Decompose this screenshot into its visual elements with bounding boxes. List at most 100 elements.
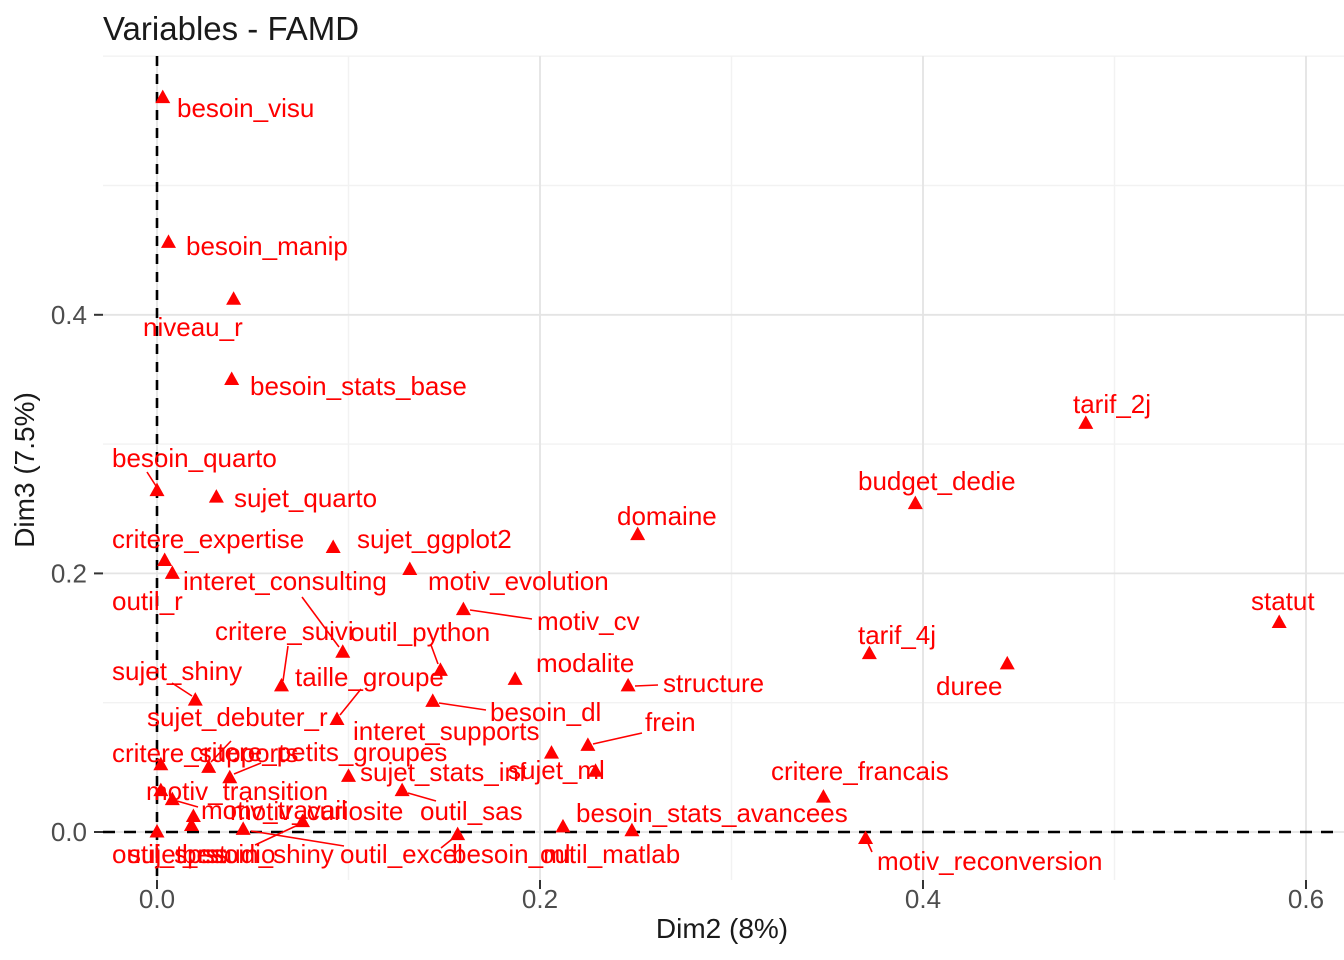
zero-dashed-lines <box>103 56 1340 880</box>
var-label-motiv_transition: motiv_transition <box>146 776 328 806</box>
var-point-modalite <box>507 671 523 685</box>
label-connector-segments <box>146 471 873 853</box>
y-tick-label: 0.4 <box>51 300 87 330</box>
var-label-domaine: domaine <box>617 501 717 531</box>
plot-title: Variables - FAMD <box>103 10 359 47</box>
label-segment <box>301 596 340 648</box>
gridlines-minor <box>103 55 1344 880</box>
var-point-outil_matlab <box>624 822 640 837</box>
x-axis-title: Dim2 (8%) <box>656 913 788 944</box>
label-segment <box>407 792 437 802</box>
label-segment <box>430 644 439 665</box>
x-tick-label: 0.6 <box>1288 884 1324 914</box>
var-label-frein: frein <box>645 707 696 737</box>
var-label-structure: structure <box>663 668 764 698</box>
var-point-outil_spss <box>149 824 165 838</box>
var-label-modalite: modalite <box>536 648 634 678</box>
var-label-besoin_stats_base: besoin_stats_base <box>250 371 467 401</box>
var-point-besoin_stats_base <box>224 371 240 385</box>
axis-tick-labels: 0.0 0.2 0.4 0.6 0.0 0.2 0.4 <box>51 300 1324 914</box>
var-point-critere_expertise <box>157 552 173 566</box>
var-point-sujet_shiny <box>187 692 203 706</box>
var-point-outil_excel <box>235 821 251 835</box>
var-point-duree <box>999 655 1015 670</box>
label-segment <box>176 800 199 808</box>
var-point-sujet_ggplot2 <box>325 539 341 554</box>
x-tick-label: 0.0 <box>139 884 175 914</box>
var-label-besoin_dl: besoin_dl <box>490 697 601 727</box>
var-point-motiv_transition <box>153 782 169 797</box>
label-segment <box>171 682 193 697</box>
var-label-outil_spss: outil_spss <box>112 839 228 869</box>
var-label-taille_groupe: taille_groupe <box>295 662 444 692</box>
var-point-budget_dedie <box>907 495 923 510</box>
var-point-critere_supports <box>153 756 169 771</box>
var-label-critere_expertise: critere_expertise <box>112 524 304 554</box>
var-label-budget_dedie: budget_dedie <box>858 466 1016 496</box>
var-point-structure <box>620 677 636 692</box>
var-point-besoin_stats_avancees <box>555 818 571 833</box>
var-point-sujet_debuter_r <box>201 759 217 773</box>
var-label-motiv_cv: motiv_cv <box>537 606 640 636</box>
label-segment <box>233 762 262 775</box>
var-label-critere_suivi: critere_suivi <box>215 616 354 646</box>
var-label-besoin_visu: besoin_visu <box>177 93 314 123</box>
y-tick-label: 0.2 <box>51 558 87 588</box>
var-label-tarif_4j: tarif_4j <box>858 620 936 650</box>
var-label-besoin_shiny: besoin_shiny <box>182 839 334 869</box>
y-axis-title: Dim3 (7.5%) <box>9 392 40 548</box>
var-point-taille_groupe <box>329 711 345 726</box>
var-label-outil_sas: outil_sas <box>420 796 523 826</box>
var-label-outil_r: outil_r <box>112 586 183 616</box>
var-label-motiv_reconversion: motiv_reconversion <box>877 846 1102 876</box>
var-label-critere_petits_groupes: critere_petits_groupes <box>190 737 447 767</box>
var-label-niveau_r: niveau_r <box>143 312 243 342</box>
var-label-sujet_ggplot2: sujet_ggplot2 <box>357 524 512 554</box>
var-label-sujet_rstudio: sujet_rstudio <box>128 839 275 869</box>
label-segment <box>250 830 345 847</box>
var-point-critere_suivi <box>273 677 289 692</box>
var-point-besoin_ml <box>450 826 466 841</box>
label-segment <box>592 732 643 745</box>
var-point-motiv_cv <box>455 601 471 616</box>
var-label-critere_francais: critere_francais <box>771 756 949 786</box>
var-point-motiv_reconversion <box>858 830 874 844</box>
var-point-statut <box>1271 614 1287 629</box>
var-point-sujet_quarto <box>208 489 224 503</box>
var-point-interet_consulting <box>335 644 351 658</box>
var-point-sujet_ml <box>588 763 604 777</box>
variable-points <box>149 89 1287 844</box>
x-tick-label: 0.2 <box>522 884 558 914</box>
var-label-besoin_ml: besoin_ml <box>452 839 571 869</box>
label-segment <box>210 740 232 763</box>
var-point-niveau_r <box>226 291 242 305</box>
var-point-domaine <box>630 526 646 541</box>
var-point-motiv_travail <box>164 791 180 806</box>
var-point-critere_petits_groupes <box>222 769 238 784</box>
var-point-tarif_2j <box>1078 415 1094 429</box>
var-label-critere_supports: critere_supports <box>112 738 298 768</box>
var-label-statut: statut <box>1251 586 1315 616</box>
var-point-besoin_visu <box>155 89 171 104</box>
var-label-besoin_stats_avancees: besoin_stats_avancees <box>576 798 848 828</box>
var-label-interet_consulting: interet_consulting <box>183 566 387 596</box>
var-point-sujet_rstudio <box>183 817 199 832</box>
var-point-motiv_curiosite <box>185 808 201 822</box>
var-point-frein <box>580 737 596 751</box>
label-segment <box>146 471 157 487</box>
var-label-sujet_ml: sujet_ml <box>508 755 605 785</box>
var-point-critere_francais <box>815 789 831 803</box>
variable-labels: besoin_visubesoin_manipniveau_rbesoin_st… <box>112 93 1315 876</box>
axis-tick-marks <box>94 313 1307 889</box>
var-label-outil_excel: outil_excel <box>340 839 463 869</box>
var-label-sujet_stats_inf: sujet_stats_inf <box>360 757 527 787</box>
var-point-sujet_stats_inf <box>341 768 356 782</box>
var-label-sujet_quarto: sujet_quarto <box>234 483 377 513</box>
var-point-outil_r <box>164 565 180 579</box>
var-point-besoin_shiny <box>295 813 311 828</box>
var-label-motiv_curiosite: motiv_curiosite <box>230 796 403 826</box>
var-point-besoin_manip <box>160 234 176 248</box>
